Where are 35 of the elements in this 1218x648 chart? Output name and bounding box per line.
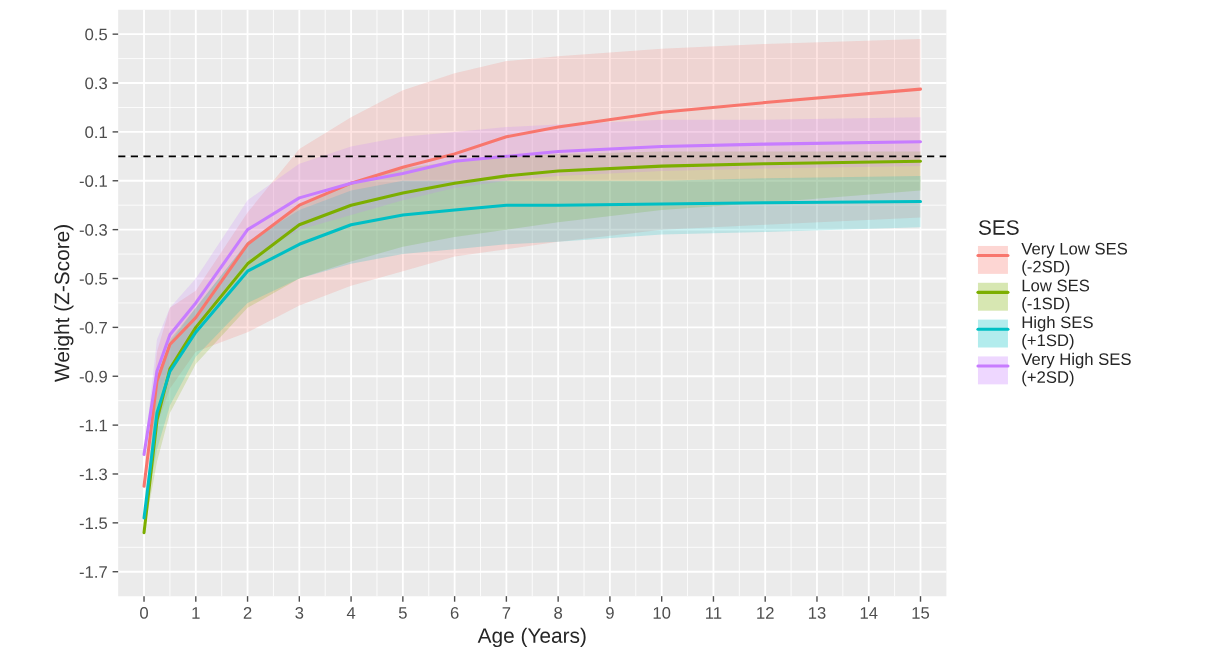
legend-label: High SES (+1SD) bbox=[1022, 315, 1093, 350]
legend-title: SES bbox=[978, 220, 1019, 235]
x-tick-label: 4 bbox=[346, 607, 356, 619]
legend-label: Very High SES (+2SD) bbox=[1021, 352, 1131, 387]
y-tick-label: -0.5 bbox=[79, 272, 108, 285]
x-tick-label: 15 bbox=[912, 607, 930, 619]
x-tick-label: 14 bbox=[860, 607, 878, 619]
x-axis-title: Age (Years) bbox=[477, 627, 586, 648]
x-tick-label: 2 bbox=[243, 607, 252, 619]
y-tick-label: -1.5 bbox=[79, 517, 108, 530]
y-tick-label: 0.1 bbox=[85, 126, 107, 139]
x-tick-label: 10 bbox=[653, 607, 671, 619]
x-tick-label: 1 bbox=[192, 607, 200, 619]
x-tick-label: 12 bbox=[757, 607, 774, 619]
y-tick-label: -1.3 bbox=[79, 468, 107, 481]
x-tick-label: 8 bbox=[554, 607, 563, 619]
y-tick-label: -0.1 bbox=[79, 175, 107, 187]
x-tick-label: 3 bbox=[295, 607, 304, 619]
x-tick-label: 9 bbox=[606, 607, 614, 619]
y-tick-label: -0.9 bbox=[79, 370, 107, 383]
x-tick-label: 5 bbox=[398, 607, 407, 619]
y-tick-label: -1.1 bbox=[79, 419, 107, 432]
x-tick-label: 7 bbox=[502, 607, 511, 619]
y-tick-label: -0.7 bbox=[79, 321, 107, 334]
y-tick-label: 0.3 bbox=[85, 77, 107, 90]
x-tick-label: 13 bbox=[808, 607, 826, 619]
y-tick-label: 0.5 bbox=[85, 28, 108, 41]
x-tick-label: 0 bbox=[140, 607, 149, 619]
y-axis-title: Weight (Z-Score) bbox=[54, 225, 74, 382]
y-tick-label: -1.7 bbox=[79, 566, 107, 578]
legend-label: Low SES (-1SD) bbox=[1022, 279, 1090, 313]
y-tick-label: -0.3 bbox=[79, 224, 107, 236]
legend-label: Very Low SES (-2SD) bbox=[1021, 242, 1128, 276]
x-tick-label: 11 bbox=[706, 607, 722, 619]
x-tick-label: 6 bbox=[450, 607, 459, 619]
